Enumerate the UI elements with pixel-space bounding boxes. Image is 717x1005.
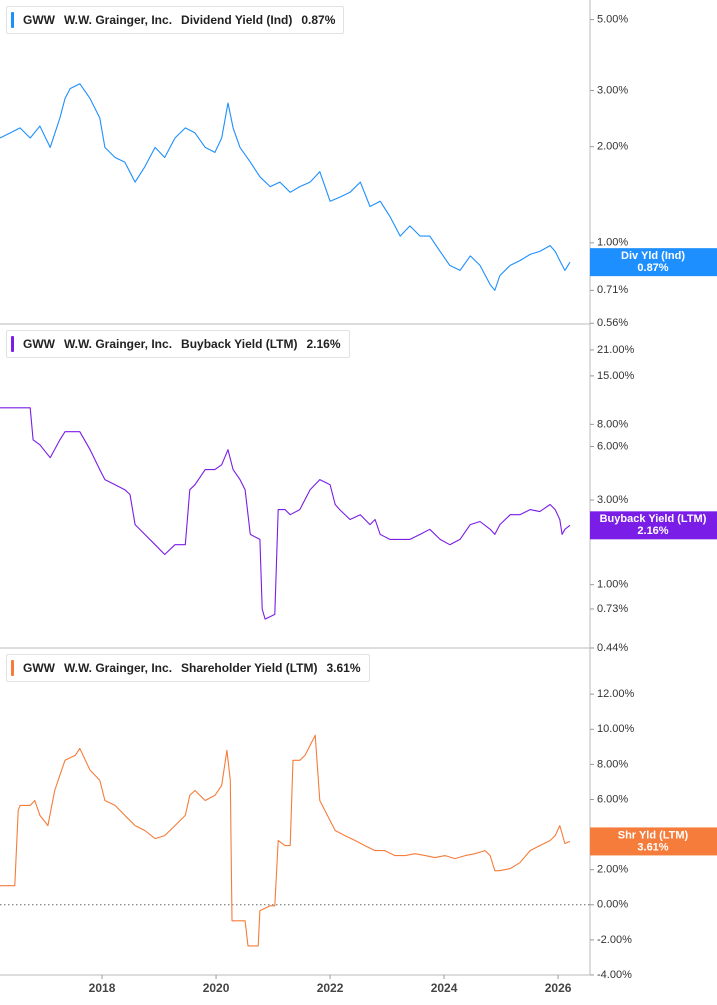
value-badge: Buyback Yield (LTM)2.16% [590, 511, 717, 540]
badge-value: 2.16% [637, 525, 668, 537]
y-tick-label: -4.00% [597, 969, 632, 981]
y-tick-label: 6.00% [597, 440, 628, 452]
badge-box [590, 248, 717, 277]
y-tick-label: 0.00% [597, 899, 628, 911]
y-tick-label: 10.00% [597, 723, 635, 735]
company: W.W. Grainger, Inc. [64, 337, 173, 351]
y-tick-label: 1.00% [597, 579, 628, 591]
badge-value: 0.87% [637, 262, 668, 274]
x-tick-label: 2018 [89, 981, 116, 995]
header-color-bar [11, 660, 14, 676]
panel-header: GWW W.W. Grainger, Inc. Dividend Yield (In… [6, 6, 345, 34]
company: W.W. Grainger, Inc. [64, 13, 173, 27]
y-tick-label: 0.56% [597, 317, 628, 329]
y-tick-label: 5.00% [597, 14, 628, 26]
panel-header: GWW W.W. Grainger, Inc. Shareholder Yield … [6, 654, 370, 682]
current-value: 3.61% [326, 661, 361, 675]
ticker: GWW [23, 661, 55, 675]
ticker: GWW [23, 337, 55, 351]
ticker: GWW [23, 13, 55, 27]
x-tick-label: 2022 [317, 981, 344, 995]
y-tick-label: 15.00% [597, 370, 635, 382]
x-tick-label: 2020 [203, 981, 230, 995]
value-badge: Shr Yld (LTM)3.61% [590, 827, 717, 856]
metric-title: Dividend Yield (Ind) [181, 13, 293, 27]
data-line [0, 734, 571, 947]
badge-name: Div Yld (Ind) [621, 250, 685, 262]
x-tick-label: 2024 [431, 981, 458, 995]
y-tick-label: 8.00% [597, 758, 628, 770]
y-tick-label: 0.71% [597, 284, 628, 296]
y-tick-label: 3.00% [597, 84, 628, 96]
badge-box [590, 827, 717, 856]
current-value: 2.16% [306, 337, 341, 351]
company: W.W. Grainger, Inc. [64, 661, 173, 675]
y-tick-label: 0.73% [597, 603, 628, 615]
badge-name: Shr Yld (LTM) [618, 829, 689, 841]
badge-value: 3.61% [637, 841, 668, 853]
y-tick-label: 0.44% [597, 642, 628, 654]
badge-box [590, 511, 717, 540]
y-tick-label: -2.00% [597, 934, 632, 946]
current-value: 0.87% [301, 13, 336, 27]
metric-title: Buyback Yield (LTM) [181, 337, 298, 351]
y-tick-label: 2.00% [597, 864, 628, 876]
y-tick-label: 12.00% [597, 688, 635, 700]
y-tick-label: 3.00% [597, 494, 628, 506]
header-color-bar [11, 12, 14, 28]
y-tick-label: 1.00% [597, 237, 628, 249]
y-tick-label: 21.00% [597, 344, 635, 356]
metric-title: Shareholder Yield (LTM) [181, 661, 318, 675]
x-tick-label: 2026 [545, 981, 572, 995]
badge-name: Buyback Yield (LTM) [600, 513, 707, 525]
y-tick-label: 8.00% [597, 418, 628, 430]
y-tick-label: 6.00% [597, 793, 628, 805]
panel-header: GWW W.W. Grainger, Inc. Buyback Yield (LTM… [6, 330, 350, 358]
header-color-bar [11, 336, 14, 352]
data-line [0, 83, 571, 291]
data-line [0, 407, 571, 620]
y-tick-label: 2.00% [597, 141, 628, 153]
value-badge: Div Yld (Ind)0.87% [590, 248, 717, 277]
